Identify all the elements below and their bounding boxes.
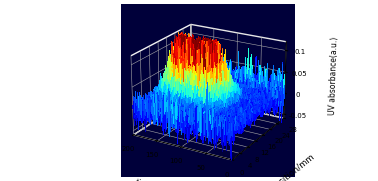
X-axis label: time/second: time/second <box>135 178 187 181</box>
Y-axis label: position/mm: position/mm <box>270 152 316 181</box>
